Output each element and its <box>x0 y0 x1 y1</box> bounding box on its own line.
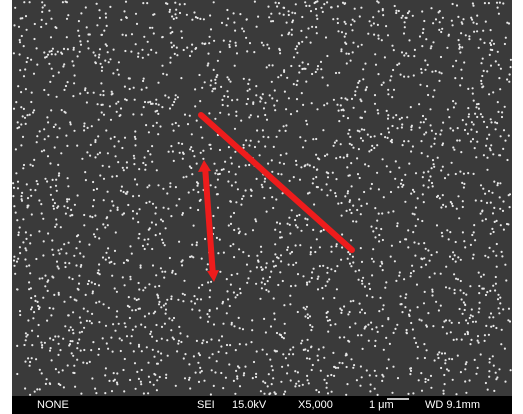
label: NONE <box>37 399 69 411</box>
sem-screenshot: NONE SEI 15.0kV X5,000 1 μm WD 9.1mm <box>0 0 523 414</box>
voltage: 15.0kV <box>232 399 267 411</box>
page: NONE SEI 15.0kV X5,000 1 μm WD 9.1mm (()… <box>0 0 523 414</box>
detector: SEI <box>197 399 215 411</box>
scale: 1 μm <box>369 399 394 411</box>
working-distance: WD 9.1mm <box>425 399 480 411</box>
magnification: X5,000 <box>298 399 333 411</box>
